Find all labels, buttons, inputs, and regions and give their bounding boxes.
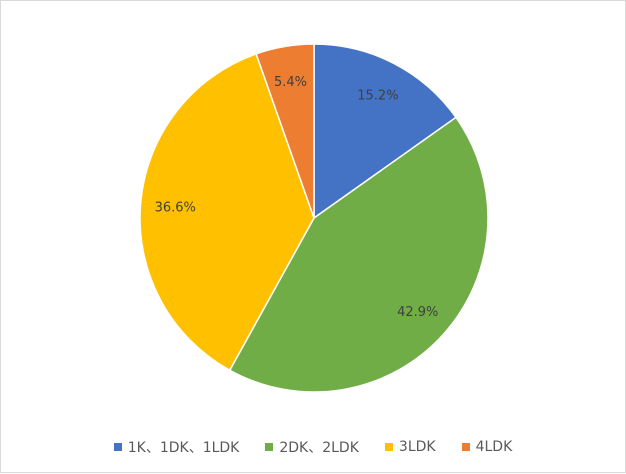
legend-swatch [113,443,122,451]
pie-slice-3 [255,43,315,219]
legend-item: 3LDK [384,437,436,457]
pie-slice-0 [313,43,457,220]
legend-item: 1K、1DK、1LDK [113,437,240,457]
legend-item: 4LDK [461,437,513,457]
data-label-1: 42.9% [397,305,438,320]
legend-swatch [461,443,470,451]
pie-slice-2 [139,52,315,372]
data-label-3: 5.4% [274,75,307,90]
legend-swatch [265,443,274,451]
legend-item: 2DK、2LDK [265,437,359,457]
legend-label: 4LDK [475,439,513,455]
data-label-2: 36.6% [155,200,196,215]
legend-swatch [384,443,393,451]
pie-slice-1 [228,116,489,393]
legend-label: 3LDK [398,439,436,455]
legend-label: 2DK、2LDK [279,440,359,456]
legend-label: 1K、1DK、1LDK [127,440,240,456]
data-label-0: 15.2% [357,88,398,103]
legend: 1K、1DK、1LDK 2DK、2LDK 3LDK 4LDK [1,437,625,457]
